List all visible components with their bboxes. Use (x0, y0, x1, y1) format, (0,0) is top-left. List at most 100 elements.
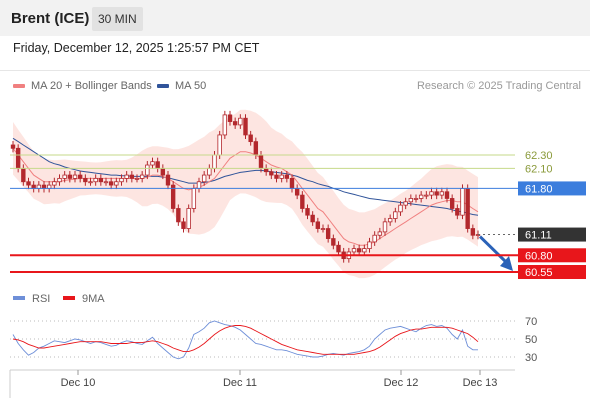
candle-body (413, 198, 419, 200)
candle-body (129, 174, 135, 179)
candle-body (279, 174, 284, 179)
candle-body (269, 171, 274, 176)
candle-body (356, 248, 362, 253)
rsi-panel: RSI 9MA 70 50 30 (10, 293, 537, 364)
candle-body (418, 194, 424, 199)
candle-body (46, 184, 52, 189)
timeframe-badge[interactable]: 30 MIN (92, 7, 143, 31)
x-tick-label: Dec 10 (61, 377, 96, 389)
candle-body (238, 117, 243, 126)
research-credit: Research © 2025 Trading Central (416, 80, 581, 92)
candle-body (150, 161, 155, 166)
candle-body (284, 174, 290, 179)
candle-body (398, 204, 403, 213)
candle-body (382, 221, 388, 233)
candle-body (362, 248, 367, 253)
candle-body (367, 241, 372, 250)
level-label: 62.30 (525, 150, 553, 162)
x-tick-label: Dec 13 (463, 377, 498, 389)
candle-body (155, 161, 160, 169)
candle-body (243, 117, 248, 136)
candle-body (336, 244, 341, 253)
candle-body (387, 218, 393, 223)
candle-body (15, 147, 21, 169)
chart-frame-top (0, 70, 590, 71)
candle-body (331, 238, 336, 246)
candle-body (253, 141, 259, 156)
level-label: 60.55 (525, 267, 553, 279)
candle-body (408, 198, 414, 203)
candle-body (294, 188, 300, 196)
candle-body (124, 174, 129, 179)
candle-body (470, 228, 476, 236)
candle-body (201, 174, 207, 183)
ma50-label: MA 50 (175, 80, 207, 92)
candle-body (424, 194, 429, 197)
candle-body (72, 174, 78, 179)
candle-body (258, 154, 264, 169)
candle-body (88, 181, 93, 184)
rsi-swatch (13, 296, 25, 300)
candle-body (36, 184, 42, 189)
candle-body (455, 208, 460, 216)
price-panel (10, 109, 513, 279)
candle-body (176, 208, 181, 223)
candle-body (52, 181, 57, 186)
level-label: 61.80 (525, 183, 553, 195)
rsi-tick-label: 50 (525, 334, 537, 346)
candle-body (227, 114, 233, 122)
candle-body (305, 208, 310, 216)
candle-body (217, 134, 222, 156)
candle-body (10, 144, 16, 149)
candle-body (444, 191, 450, 199)
candle-body (186, 208, 191, 229)
candle-body (98, 177, 104, 183)
level-box-pivot (518, 181, 586, 196)
candle-body (289, 177, 295, 189)
ma20-swatch (13, 84, 25, 89)
candle-body (320, 228, 326, 230)
candle-body (274, 174, 279, 179)
candle-body (449, 198, 455, 209)
candle-body (134, 177, 140, 180)
legend-ma50: MA 50 (157, 80, 206, 92)
candle-body (139, 174, 145, 179)
candle-body (31, 184, 36, 189)
candle-body (212, 154, 217, 169)
candle-body (145, 164, 150, 176)
candle-body (222, 114, 228, 136)
candle-body (67, 174, 73, 179)
candle-body (263, 167, 269, 173)
candle-body (181, 221, 186, 229)
candle-body (248, 134, 253, 143)
legend-ma20: MA 20 + Bollinger Bands (13, 80, 152, 92)
candle-body (325, 228, 331, 239)
candle-body (315, 221, 321, 229)
timestamp: Friday, December 12, 2025 1:25:57 PM CET (13, 41, 260, 55)
candle-body (62, 174, 67, 179)
candle-body (300, 194, 305, 209)
candle-body (165, 174, 171, 186)
level-label: 62.10 (525, 163, 553, 175)
candle-body (460, 188, 465, 216)
candle-body (160, 167, 166, 176)
candle-body (77, 174, 83, 179)
candle-body (170, 184, 176, 209)
rsi-legend-label: RSI (32, 293, 50, 305)
candle-body (232, 121, 238, 126)
level-box-support (518, 248, 586, 263)
candle-body (26, 181, 31, 186)
candle-body (114, 181, 119, 186)
level-label: 60.80 (525, 250, 553, 262)
candle-body (465, 188, 470, 229)
candle-body (93, 177, 98, 183)
bollinger-band (13, 109, 478, 279)
candle-body (429, 191, 434, 196)
candle-body (119, 177, 124, 183)
candle-body (351, 248, 357, 253)
forecast-arrow (478, 235, 508, 264)
rsi-ma9-line (12, 325, 479, 355)
candle-body (377, 231, 383, 236)
